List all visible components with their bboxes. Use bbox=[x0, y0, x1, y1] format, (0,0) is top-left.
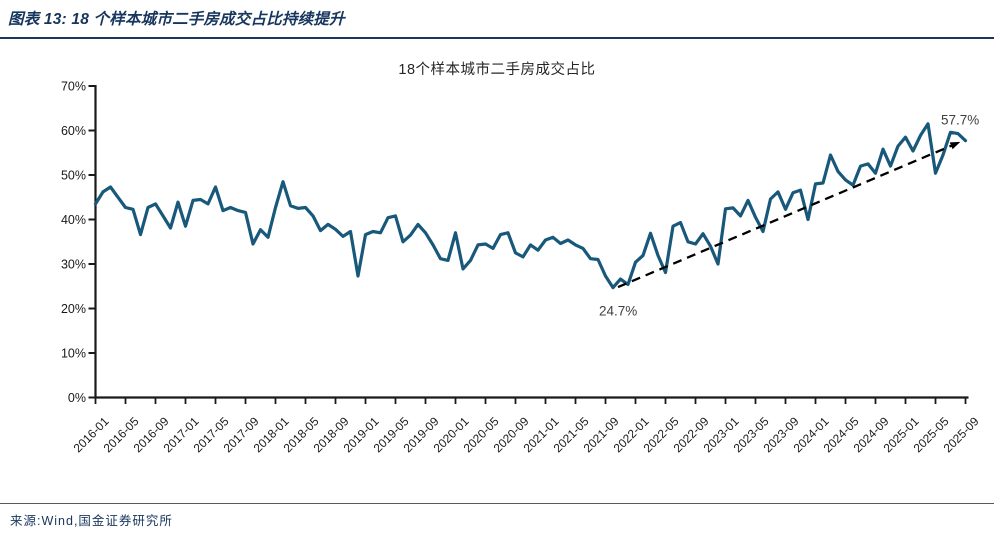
annotation-label-57.7: 57.7% bbox=[941, 113, 979, 128]
figure-header-title: 图表 13: 18 个样本城市二手房成交占比持续提升 bbox=[8, 11, 345, 28]
annotation-label-24.7: 24.7% bbox=[599, 304, 637, 319]
y-tick-label: 50% bbox=[61, 169, 86, 183]
y-tick-label: 60% bbox=[61, 124, 86, 138]
y-tick-label: 10% bbox=[61, 347, 86, 361]
y-tick-label: 70% bbox=[61, 80, 86, 94]
trend-arrow bbox=[617, 141, 961, 289]
source-note: 来源:Wind,国金证券研究所 bbox=[10, 514, 173, 528]
footer-divider bbox=[0, 503, 994, 504]
y-tick-label: 20% bbox=[61, 302, 86, 316]
y-tick-label: 0% bbox=[68, 391, 86, 405]
chart-title: 18个样本城市二手房成交占比 bbox=[398, 62, 596, 78]
y-tick-label: 30% bbox=[61, 258, 86, 272]
header-divider bbox=[0, 37, 994, 39]
axes bbox=[94, 85, 969, 399]
series-line bbox=[93, 122, 968, 290]
y-tick-label: 40% bbox=[61, 213, 86, 227]
chart-title-wrap: 18个样本城市二手房成交占比 bbox=[0, 58, 994, 79]
